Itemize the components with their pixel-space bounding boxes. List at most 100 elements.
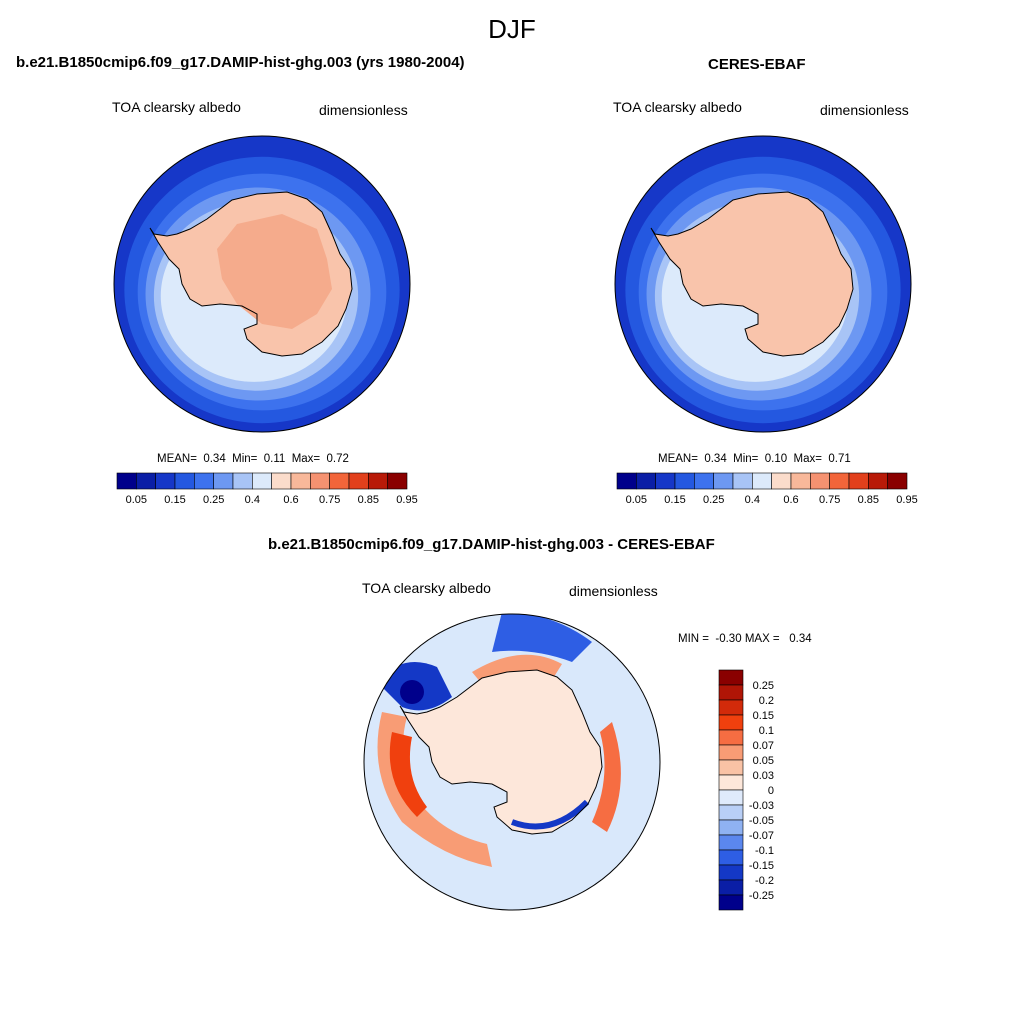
colorbar-swatch xyxy=(655,472,676,490)
panel1-colorbar: 0.05 0.15 0.25 0.4 0.6 0.75 0.85 0.95 xyxy=(116,472,418,506)
colorbar-tick-label: -0.1 xyxy=(755,845,774,857)
coastal-negative-anomaly xyxy=(510,799,590,830)
panel1-mean-value: 0.34 xyxy=(203,453,226,465)
colorbar-swatch xyxy=(174,472,195,490)
colorbar-swatch xyxy=(636,472,656,490)
colorbar-tick-label: -0.2 xyxy=(755,875,774,887)
east-antarctic-plateau xyxy=(217,214,332,329)
colorbar-swatch xyxy=(718,714,744,731)
colorbar-swatch xyxy=(290,472,311,490)
colorbar-tick-label: 0.85 xyxy=(358,494,379,506)
colorbar-swatch xyxy=(271,472,292,490)
panel3-min-label: MIN = xyxy=(678,633,709,645)
colorbar-swatch xyxy=(718,759,744,776)
panel2-map xyxy=(614,135,912,433)
panel3-max-label: MAX = xyxy=(744,633,780,645)
colorbar-swatch xyxy=(616,472,637,490)
panel2-max-value: 0.71 xyxy=(828,453,851,465)
colorbar-tick-label: 0.6 xyxy=(783,494,798,506)
colorbar-tick-label: 0.2 xyxy=(759,695,774,707)
colorbar-tick-label: 0.03 xyxy=(753,770,774,782)
colorbar-swatch xyxy=(718,774,744,791)
panel2-units-label: dimensionless xyxy=(820,102,909,118)
colorbar-swatch xyxy=(790,472,811,490)
colorbar-swatch xyxy=(752,472,772,490)
colorbar-swatch xyxy=(829,472,850,490)
panel2-mean-value: 0.34 xyxy=(704,453,727,465)
colorbar-swatch xyxy=(329,472,350,490)
panel1-variable-label: TOA clearsky albedo xyxy=(112,99,241,115)
panel2-mean-label: MEAN= xyxy=(658,453,698,465)
negative-anomaly-north xyxy=(492,614,592,662)
colorbar-swatch xyxy=(718,789,744,806)
colorbar-swatch xyxy=(771,472,792,490)
colorbar-tick-label: 0.6 xyxy=(283,494,298,506)
colorbar-tick-label: 0.05 xyxy=(126,494,147,506)
colorbar-swatch xyxy=(810,472,830,490)
colorbar-swatch xyxy=(713,472,734,490)
colorbar-swatch xyxy=(694,472,714,490)
coastline xyxy=(149,191,353,357)
colorbar-tick-label: -0.03 xyxy=(749,800,774,812)
panel1-units-label: dimensionless xyxy=(319,102,408,118)
colorbar-swatch xyxy=(232,472,253,490)
colorbar-tick-label: 0.25 xyxy=(703,494,724,506)
panel3-map xyxy=(363,613,661,911)
colorbar-tick-label: -0.25 xyxy=(749,890,774,902)
antarctica-fill xyxy=(400,670,602,834)
panel1-title: b.e21.B1850cmip6.f09_g17.DAMIP-hist-ghg.… xyxy=(16,54,465,71)
colorbar-tick-label: 0.15 xyxy=(753,710,774,722)
positive-anomaly-east xyxy=(592,722,621,832)
panel2-colorbar: 0.05 0.15 0.25 0.4 0.6 0.75 0.85 0.95 xyxy=(616,472,918,506)
season-title: DJF xyxy=(488,14,536,44)
panel1-max-label: Max= xyxy=(291,453,321,465)
map-boundary xyxy=(113,135,411,433)
panel2-title: CERES-EBAF xyxy=(708,56,806,73)
coastline xyxy=(399,669,603,835)
colorbar-swatch xyxy=(732,472,753,490)
colorbar-swatch xyxy=(252,472,272,490)
panel1-min-value: 0.11 xyxy=(263,453,286,465)
panel2-variable-label: TOA clearsky albedo xyxy=(613,99,742,115)
panel2-min-label: Min= xyxy=(733,453,759,465)
colorbar-tick-label: -0.07 xyxy=(749,830,774,842)
colorbar-tick-label: -0.15 xyxy=(749,860,774,872)
colorbar-swatch xyxy=(718,834,744,851)
colorbar-swatch xyxy=(310,472,330,490)
colorbar-tick-label: -0.05 xyxy=(749,815,774,827)
colorbar-tick-label: 0.95 xyxy=(896,494,917,506)
panel2-max-label: Max= xyxy=(793,453,822,465)
panel3-stats: MIN = -0.30 MAX = 0.34 xyxy=(678,633,812,645)
colorbar-swatch xyxy=(116,472,137,490)
panel1-mean-label: MEAN= xyxy=(157,453,197,465)
panel3-max-value: 0.34 xyxy=(789,633,812,645)
colorbar-swatch xyxy=(213,472,234,490)
colorbar-tick-label: 0.15 xyxy=(664,494,685,506)
map-boundary xyxy=(614,135,912,433)
colorbar-swatch xyxy=(194,472,214,490)
colorbar-swatch xyxy=(718,819,744,836)
panel1-stats: MEAN= 0.34 Min= 0.11 Max= 0.72 xyxy=(157,453,349,465)
colorbar-swatch xyxy=(136,472,156,490)
colorbar-swatch xyxy=(718,684,744,701)
colorbar-swatch xyxy=(368,472,388,490)
colorbar-swatch xyxy=(718,804,744,821)
colorbar-tick-label: 0 xyxy=(768,785,774,797)
colorbar-swatch xyxy=(718,699,744,716)
colorbar-tick-label: 0.75 xyxy=(819,494,840,506)
colorbar-swatch xyxy=(718,849,744,866)
panel3-title: b.e21.B1850cmip6.f09_g17.DAMIP-hist-ghg.… xyxy=(268,536,715,553)
panel2-min-value: 0.10 xyxy=(764,453,788,465)
colorbar-tick-label: 0.95 xyxy=(396,494,417,506)
antarctica-fill xyxy=(651,192,853,356)
panel3-min-value: -0.30 xyxy=(715,633,742,645)
colorbar-tick-label: 0.05 xyxy=(626,494,647,506)
colorbar-tick-label: 0.25 xyxy=(753,680,774,692)
colorbar-tick-label: 0.05 xyxy=(753,755,774,767)
colorbar-swatch xyxy=(718,894,744,911)
colorbar-swatch xyxy=(674,472,695,490)
panel1-map xyxy=(113,135,411,433)
panel3-colorbar: 0.25 0.2 0.15 0.1 0.07 0.05 0.03 0 -0.03 -0.05 -0.… xyxy=(718,669,774,911)
colorbar-swatch xyxy=(348,472,369,490)
